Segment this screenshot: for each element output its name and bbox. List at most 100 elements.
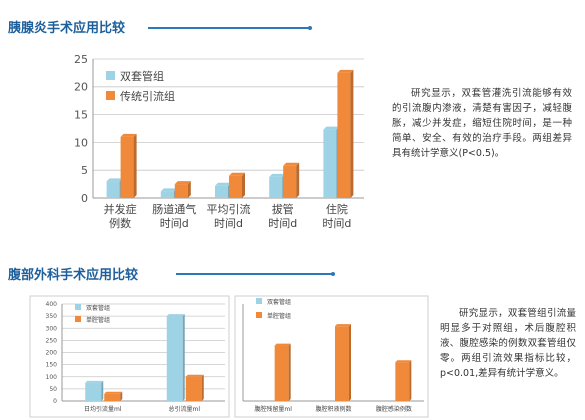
- bar-top: [174, 181, 191, 185]
- bar-top: [106, 178, 123, 182]
- bar-side: [182, 314, 185, 401]
- bar: [85, 382, 102, 401]
- bar: [269, 176, 283, 198]
- bar: [166, 316, 183, 401]
- legend-swatch: [106, 91, 115, 100]
- y-tick-label: 350: [46, 313, 58, 320]
- x-tick-label: 肠道通气: [152, 202, 196, 216]
- x-tick-label: 拔管: [272, 202, 294, 216]
- bar-top: [269, 173, 286, 177]
- x-tick-label: 腹腔积液例数: [315, 405, 351, 413]
- legend-swatch: [75, 304, 81, 310]
- x-tick-label: 住院: [326, 202, 348, 216]
- y-tick-label: 50: [49, 386, 57, 393]
- bar-top: [104, 391, 123, 394]
- bar: [160, 191, 174, 198]
- bar-top: [335, 324, 351, 327]
- bar-top: [229, 172, 245, 176]
- bar: [185, 376, 202, 401]
- section1-description: 研究显示，双套管灌洗引流能够有效的引流腹内渗液，清楚有害因子，减轻腹胀，减少并发…: [392, 88, 572, 159]
- bar: [335, 326, 349, 401]
- section2-description: 研究显示，双套管组引流量明显多于对照组，术后腹腔积液、腹腔感染的例数双套管组仅零…: [440, 308, 576, 379]
- bar: [323, 129, 337, 198]
- bar: [395, 362, 410, 401]
- x-tick-label: 总引流量ml: [168, 405, 200, 413]
- y-tick-label: 0: [81, 192, 88, 205]
- legend-swatch: [106, 71, 115, 80]
- y-tick-label: 10: [74, 136, 88, 149]
- legend-swatch: [75, 316, 81, 322]
- chart-1: 0510152025并发症例数肠道通气时间d平均引流时间d拔管时间d住院时间d双…: [74, 53, 364, 230]
- bar-side: [201, 374, 204, 401]
- x-tick-label: 时间d: [322, 217, 351, 230]
- bar-side: [350, 69, 354, 199]
- bar-side: [288, 343, 291, 401]
- legend-label: 双套管组: [120, 69, 164, 83]
- y-tick-label: 25: [74, 53, 88, 66]
- y-tick-label: 150: [46, 362, 58, 369]
- section1-title: 胰腺炎手术应用比较: [8, 21, 126, 36]
- y-tick-label: 400: [46, 301, 58, 308]
- y-tick-label: 100: [46, 374, 58, 381]
- bar-side: [349, 324, 351, 401]
- bar: [104, 393, 121, 401]
- y-tick-label: 15: [74, 108, 88, 121]
- x-tick-label: 日均引流量ml: [84, 405, 122, 413]
- bar-side: [101, 380, 104, 401]
- bar: [283, 165, 297, 198]
- section2-title: 腹部外科手术应用比较: [8, 268, 139, 283]
- x-tick-label: 时间d: [160, 217, 189, 230]
- bar-top: [215, 182, 231, 186]
- bar: [229, 175, 242, 198]
- bar-side: [133, 133, 137, 198]
- bar-top: [166, 314, 185, 317]
- bar: [337, 72, 351, 198]
- bar: [120, 136, 134, 198]
- bar-top: [283, 162, 300, 166]
- bar-top: [323, 126, 340, 130]
- bar: [274, 345, 289, 401]
- section2-title-line: [176, 273, 333, 275]
- bar-side: [296, 162, 300, 198]
- y-tick-label: 0: [53, 398, 57, 405]
- legend-swatch: [256, 298, 262, 304]
- x-tick-label: 例数: [109, 216, 131, 230]
- y-tick-label: 300: [46, 325, 58, 332]
- bar-side: [409, 360, 412, 401]
- x-tick-label: 腹腔感染例数: [376, 405, 412, 413]
- bar-side: [120, 391, 123, 401]
- section1-title-line: [148, 27, 310, 29]
- bar-side: [187, 181, 191, 198]
- section2-title-dot: [331, 272, 335, 276]
- x-tick-label: 平均引流: [207, 202, 251, 216]
- bar-top: [120, 133, 137, 137]
- y-tick-label: 20: [74, 81, 88, 94]
- legend-label: 双套管组: [86, 304, 110, 312]
- bar-top: [395, 360, 412, 363]
- bar: [106, 181, 120, 198]
- section1-title-dot: [308, 26, 312, 30]
- chart-frame: [234, 295, 429, 418]
- y-tick-label: 5: [81, 164, 88, 177]
- legend-swatch: [256, 312, 262, 318]
- x-tick-label: 时间d: [268, 217, 297, 230]
- x-tick-label: 时间d: [214, 217, 243, 230]
- bar-side: [242, 172, 245, 198]
- x-tick-label: 并发症: [104, 202, 137, 216]
- legend-label: 传统引流组: [120, 89, 175, 103]
- legend-label: 单腔管组: [86, 316, 110, 324]
- bar-top: [85, 380, 104, 383]
- x-tick-label: 腹腔残留量ml: [254, 405, 292, 413]
- bar: [215, 185, 228, 198]
- bar-top: [274, 343, 291, 346]
- y-tick-label: 200: [46, 350, 58, 357]
- bar: [174, 184, 188, 198]
- y-tick-label: 250: [46, 337, 58, 344]
- bar-top: [185, 374, 204, 377]
- legend-label: 双套管组: [267, 298, 291, 306]
- bar-top: [160, 188, 177, 192]
- bar-top: [337, 69, 354, 73]
- legend-label: 单腔管组: [267, 312, 291, 320]
